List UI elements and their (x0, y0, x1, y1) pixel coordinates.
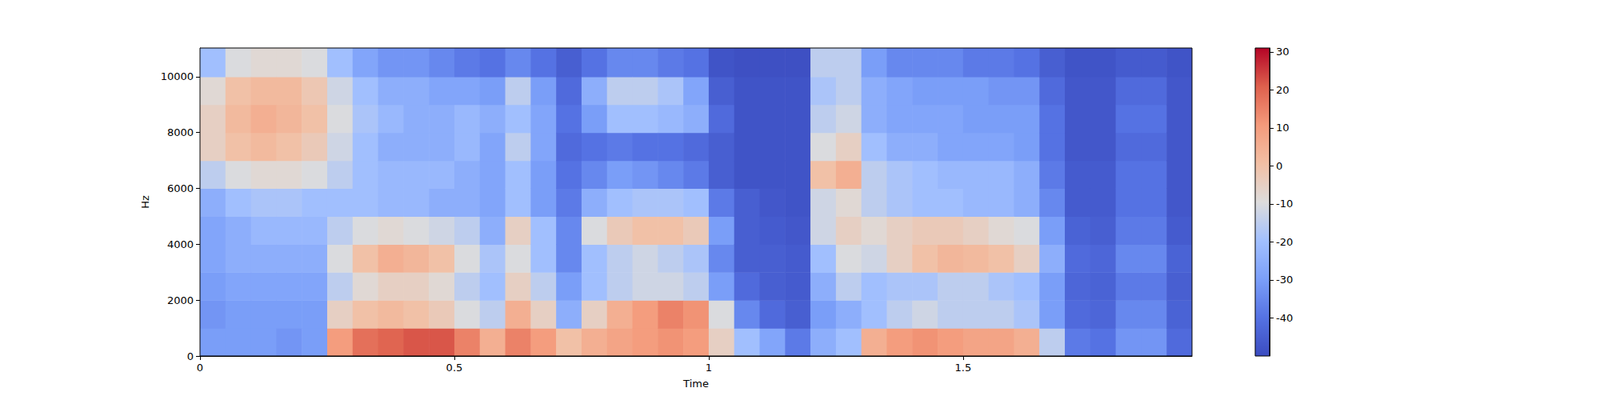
svg-text:1: 1 (705, 361, 712, 374)
svg-text:0.5: 0.5 (446, 361, 464, 374)
svg-text:20: 20 (1276, 84, 1290, 96)
svg-text:-20: -20 (1276, 236, 1293, 248)
svg-text:1.5: 1.5 (955, 361, 972, 374)
svg-text:4000: 4000 (167, 238, 194, 251)
svg-text:30: 30 (1276, 45, 1290, 58)
svg-text:10000: 10000 (160, 70, 194, 83)
svg-text:Time: Time (682, 377, 709, 390)
svg-text:0: 0 (196, 361, 204, 374)
svg-text:0: 0 (1276, 160, 1283, 172)
svg-text:0: 0 (187, 350, 194, 363)
svg-text:Hz: Hz (139, 195, 152, 209)
svg-text:6000: 6000 (167, 182, 194, 195)
svg-text:-30: -30 (1276, 273, 1293, 286)
svg-text:10: 10 (1276, 121, 1290, 134)
svg-text:-10: -10 (1276, 197, 1293, 210)
svg-text:-40: -40 (1276, 312, 1293, 324)
svg-text:8000: 8000 (167, 126, 194, 139)
svg-text:2000: 2000 (167, 294, 194, 307)
